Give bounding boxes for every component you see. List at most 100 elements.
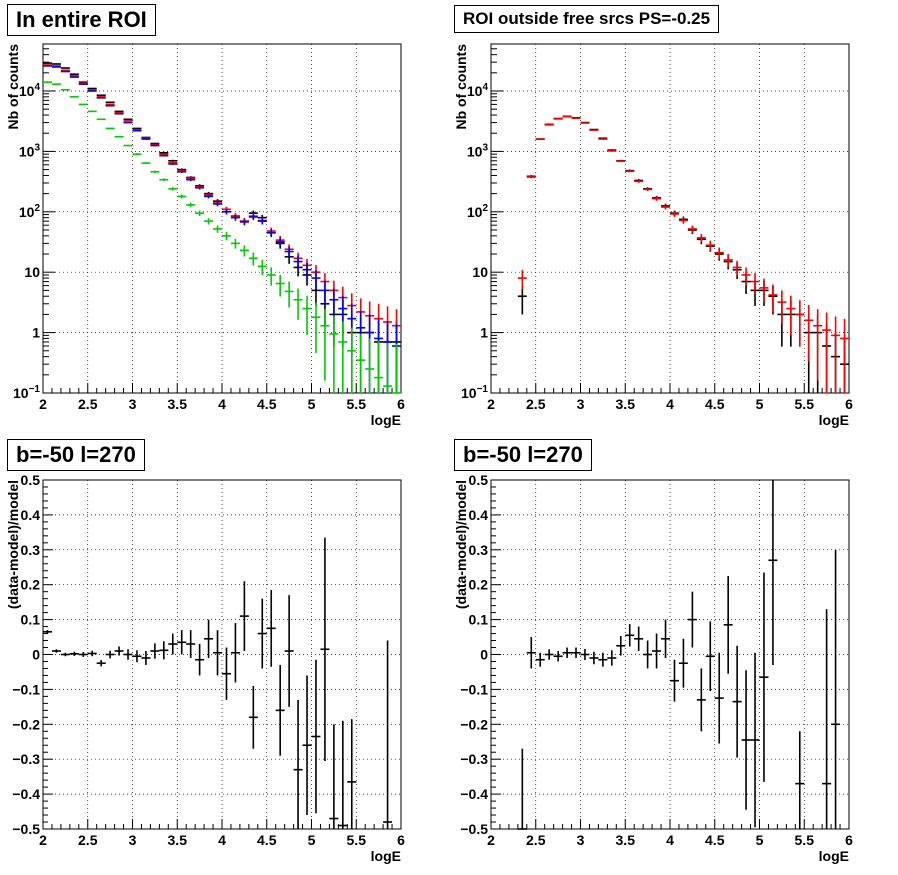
panel-1-ytick-label: 102 [19, 203, 41, 220]
panel-4-ytick-label: −0.4 [460, 786, 488, 802]
panel-3-xlabel: logE [371, 848, 401, 864]
panel-1-xtick-label: 2 [39, 396, 47, 412]
panel-2-data-point [696, 233, 706, 243]
panel-3-data-point [284, 595, 294, 707]
panel-4-data-point [643, 640, 653, 669]
panel-3-data-point [195, 644, 205, 676]
panel-1-ylabel: Nb of counts [5, 44, 21, 130]
panel-4-data-point [526, 637, 536, 669]
panel-2-data-point [732, 260, 742, 277]
panel-3-ylabel: (data-model)/model [5, 480, 21, 609]
panel-1-data-point [96, 97, 106, 99]
title-panel-4-text: b=-50 l=270 [463, 442, 583, 467]
panel-3-data-point [293, 699, 303, 829]
panel-3-data-point [248, 685, 258, 749]
panel-3-data-point [257, 598, 267, 669]
panel-4-data-point [625, 624, 635, 647]
panel-1-data-point [141, 162, 151, 165]
panel-3-data-point [221, 647, 231, 700]
panel-2-data-point [580, 122, 590, 124]
panel-1-data-point [266, 267, 276, 286]
title-panel-2: ROI outside free srcs PS=-0.25 [454, 5, 720, 33]
panel-2-ylabel: Nb of counts [453, 44, 469, 130]
panel-1-data-point [168, 187, 178, 191]
panel-3-data-point [87, 650, 97, 657]
panel-1-data-point [114, 111, 124, 114]
panel-4-data-point [714, 652, 724, 744]
panel-3-data-point [383, 640, 393, 829]
panel-2-series-1 [517, 115, 850, 393]
panel-3-data-point [320, 537, 330, 761]
panel-1-data-point [248, 252, 258, 266]
panel-4-data-point [535, 652, 545, 667]
panel-1-data-point [221, 231, 231, 241]
panel-3-xtick-label: 5 [308, 832, 316, 848]
panel-3-xtick-label: 4.5 [257, 832, 277, 848]
panel-2-data-point [607, 150, 617, 152]
panel-1-data-point [311, 302, 321, 354]
panel-2-data-point [705, 240, 715, 251]
panel-2-data-point [625, 170, 635, 173]
panel-3-xtick-label: 3.5 [168, 832, 188, 848]
panel-3-data-point [311, 659, 321, 814]
panel-1-data-point [257, 259, 267, 276]
panel-2-data-point [517, 285, 527, 315]
panel-4-ytick-label: −0.5 [460, 821, 488, 837]
panel-4-data-point [795, 731, 805, 829]
panel-1-data-point [383, 342, 393, 393]
panel-1-data-point [87, 110, 97, 113]
panel-1-xtick-label: 5.5 [347, 396, 367, 412]
panel-4-ytick-label: 0.2 [469, 577, 489, 593]
panel-2-data-point [643, 187, 653, 192]
panel-2-xtick-label: 2 [487, 396, 495, 412]
panel-1-data-point [141, 138, 151, 140]
panel-1-data-point [195, 210, 205, 216]
panel-3-data-point [177, 630, 187, 655]
panel-4-xtick-label: 2.5 [526, 832, 546, 848]
panel-4-data-point [553, 651, 563, 662]
panel-1-xtick-label: 3 [129, 396, 137, 412]
panel-2-data-point [678, 217, 688, 224]
panel-1-data-point [356, 334, 366, 393]
panel-1-data-point [150, 144, 160, 147]
panel-4-data-point [732, 645, 742, 758]
panel-4-data-point [759, 572, 769, 782]
panel-1-data-point [204, 194, 214, 199]
panel-1-data-point [239, 245, 249, 257]
panel-1-data-point [105, 103, 115, 106]
panel-1-data-point [365, 338, 375, 393]
panel-1-data-point [320, 280, 330, 306]
panel-3-data-point [78, 652, 88, 657]
panel-3-data-point [213, 630, 223, 676]
panel-1-data-point [204, 218, 214, 225]
panel-1-data-point [374, 340, 384, 393]
panel-1-data-point [293, 288, 303, 320]
panel-3-series-1 [42, 537, 393, 829]
panel-4-data-point [616, 636, 626, 656]
panel-2-data-point [535, 138, 545, 140]
panel-2-data-point [544, 124, 554, 126]
panel-1-data-point [132, 153, 142, 156]
panel-1-ytick-label: 103 [19, 142, 41, 159]
panel-4-xtick-label: 4 [666, 832, 674, 848]
panel-1-data-point [96, 118, 106, 121]
panel-1-data-point [302, 262, 312, 280]
panel-2-data-point [714, 247, 724, 260]
panel-1-data-point [186, 202, 196, 208]
panel-2-data-point [759, 278, 769, 303]
panel-2-data-point [741, 267, 751, 286]
panel-1-data-point [338, 321, 348, 393]
panel-4-ytick-label: −0.1 [460, 681, 488, 697]
panel-1-data-point [275, 274, 285, 297]
panel-2-xtick-label: 4.5 [705, 396, 725, 412]
panel-1-xtick-label: 4 [218, 396, 226, 412]
panel-2-data-point [661, 204, 671, 210]
panel-4-data-point [544, 649, 554, 660]
panel-3-data-point [159, 641, 169, 660]
panel-2-data-point [813, 309, 823, 381]
panel-1-data-point [213, 225, 223, 233]
panel-1-data-point [159, 178, 169, 182]
panel-3-data-point [168, 633, 178, 655]
panel-2-xtick-label: 6 [845, 396, 853, 412]
